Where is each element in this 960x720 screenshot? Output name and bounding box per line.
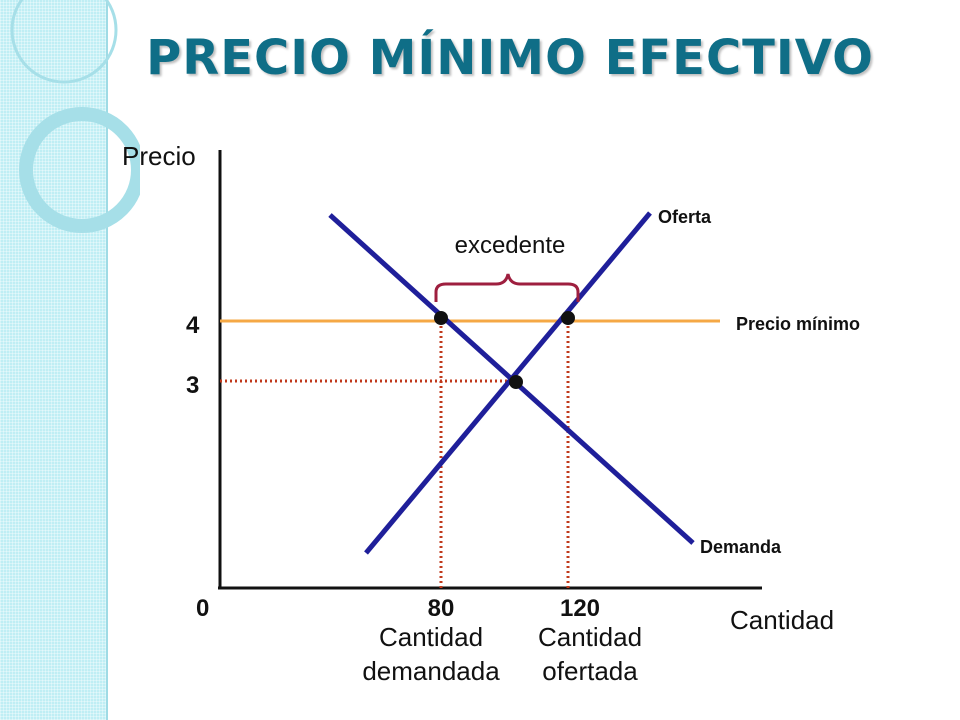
x-axis-label: Cantidad	[730, 605, 834, 635]
supply-label: Oferta	[658, 207, 712, 227]
quantity-supplied-caption-line2: ofertada	[542, 656, 638, 686]
y-axis-label: Precio	[122, 141, 196, 171]
slide-title: PRECIO MÍNIMO EFECTIVO	[146, 30, 874, 86]
decorative-circles	[10, 0, 140, 233]
quantity-demanded-caption-line2: demandada	[362, 656, 500, 686]
origin-label: 0	[196, 595, 209, 622]
price-floor-label: Precio mínimo	[736, 314, 860, 334]
quantity-tick-80: 80	[428, 595, 455, 622]
decorative-circle-ring	[19, 107, 140, 233]
quantity-tick-120: 120	[560, 595, 600, 622]
decorative-circle-outline	[10, 0, 118, 84]
quantity-demanded-caption-line1: Cantidad	[379, 622, 483, 652]
supply-floor-point	[561, 311, 575, 325]
surplus-brace	[434, 273, 580, 302]
supply-curve	[364, 211, 652, 555]
demand-label: Demanda	[700, 537, 782, 557]
quantity-supplied-caption-line1: Cantidad	[538, 622, 642, 652]
equilibrium-point	[509, 375, 523, 389]
demand-floor-point	[434, 311, 448, 325]
price-tick-3: 3	[186, 372, 199, 399]
price-tick-4: 4	[186, 312, 200, 339]
surplus-label: excedente	[455, 232, 566, 259]
